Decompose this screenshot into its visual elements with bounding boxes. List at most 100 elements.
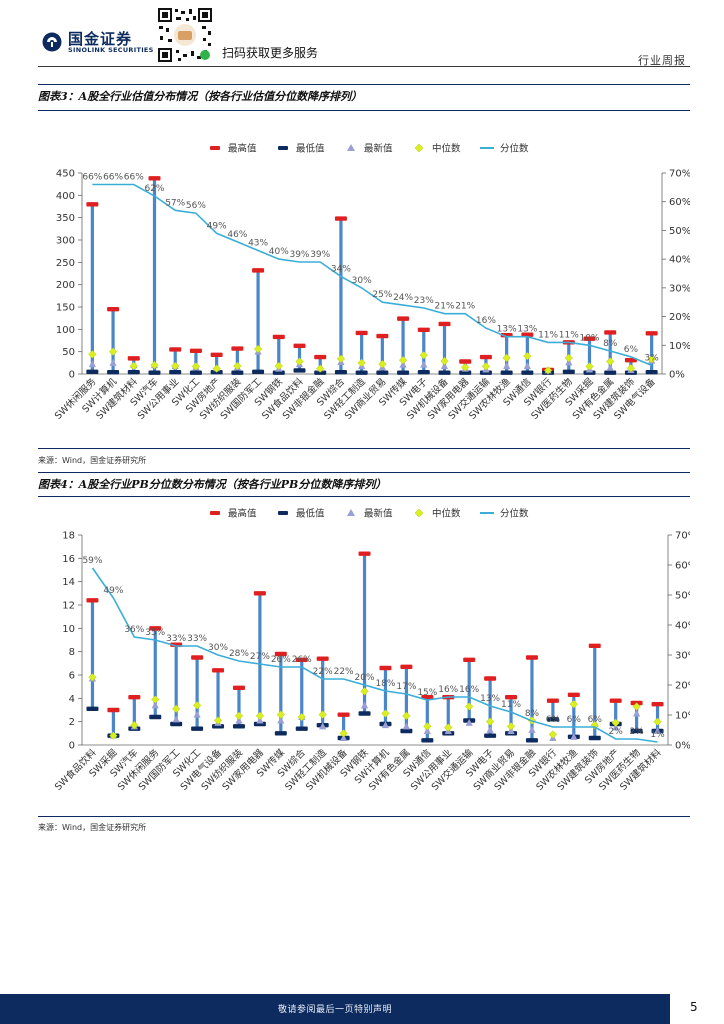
min-marker: [438, 370, 451, 375]
latest-marker: [420, 360, 428, 368]
max-marker: [438, 321, 451, 327]
min-marker: [400, 728, 413, 734]
median-marker: [378, 360, 387, 369]
median-marker: [360, 687, 369, 696]
median-marker: [506, 722, 516, 731]
median-marker: [485, 717, 495, 726]
median-marker: [151, 695, 160, 704]
legend-label: 中位数: [432, 508, 461, 520]
min-marker: [417, 370, 430, 375]
max-marker: [334, 216, 347, 221]
median-marker: [233, 361, 242, 371]
left-axis-tick-label: 6: [69, 671, 75, 682]
percentile-data-label: 13%: [480, 694, 500, 704]
latest-marker: [235, 716, 243, 724]
percentile-data-label: 59%: [82, 556, 102, 566]
median-marker: [88, 350, 97, 359]
max-marker: [379, 665, 392, 671]
max-marker: [358, 551, 371, 556]
latest-marker: [486, 725, 494, 733]
legend-label: 中位数: [432, 143, 461, 155]
median-marker: [274, 361, 283, 371]
min-marker: [358, 711, 371, 716]
right-axis-tick-label: 50%: [669, 226, 690, 237]
median-marker: [339, 729, 348, 738]
min-marker: [521, 370, 534, 375]
max-marker: [295, 657, 308, 663]
min-marker: [293, 368, 306, 373]
min-marker: [189, 370, 202, 375]
latest-marker: [319, 722, 327, 730]
median-marker: [461, 363, 470, 372]
latest-marker: [423, 727, 431, 734]
range-bar: [237, 687, 241, 727]
right-axis-tick-label: 0%: [669, 370, 685, 381]
max-marker: [252, 268, 265, 273]
median-marker: [191, 362, 201, 371]
max-marker: [397, 316, 410, 321]
percentile-data-label: 2%: [609, 727, 624, 737]
median-marker: [336, 354, 346, 363]
min-marker: [546, 717, 559, 722]
median-marker: [632, 702, 641, 711]
max-marker: [417, 327, 430, 332]
min-marker: [604, 370, 617, 375]
median-marker: [255, 711, 265, 720]
figure3-source: 来源：Wind，国金证券研究所: [38, 456, 147, 465]
range-bar: [422, 329, 426, 373]
latest-marker: [465, 718, 473, 726]
percentile-data-label: 6%: [567, 715, 582, 725]
left-axis-tick-label: 14: [62, 577, 75, 588]
left-axis-tick-label: 450: [56, 169, 75, 180]
range-bar: [111, 309, 115, 373]
median-marker: [585, 362, 594, 371]
legend-swatch-latest: [347, 509, 355, 516]
legend-swatch-min: [278, 146, 288, 150]
max-marker: [189, 348, 202, 353]
max-marker: [148, 176, 161, 181]
page-number: 5: [690, 1000, 698, 1014]
max-marker: [107, 707, 120, 713]
min-marker: [355, 370, 368, 375]
max-marker: [232, 685, 245, 691]
left-axis-tick-label: 2: [69, 717, 75, 728]
max-marker: [86, 598, 99, 603]
percentile-data-label: 26%: [292, 655, 312, 665]
left-axis-tick-label: 12: [62, 601, 75, 612]
min-marker: [588, 735, 601, 741]
latest-marker: [402, 722, 410, 730]
percentile-data-label: 26%: [271, 655, 291, 665]
figure3-chart: 最高值 最低值 最新值 中位数 分位数 0 50 100 150 200 250 300 350 400 4…: [52, 143, 690, 422]
percentile-data-label: 66%: [82, 172, 102, 182]
report-type-label: 行业周报: [638, 54, 686, 67]
percentile-data-label: 46%: [227, 230, 247, 240]
min-marker: [191, 726, 204, 731]
percentile-data-label: 25%: [372, 290, 392, 300]
latest-marker: [340, 734, 348, 741]
range-bar: [235, 348, 239, 373]
max-marker: [128, 694, 141, 700]
figure3-title-rule: [38, 110, 690, 111]
right-axis-tick-label: 70%: [669, 169, 690, 180]
range-bar: [530, 657, 534, 741]
figure3-top-rule: [38, 84, 690, 85]
figure4-source: 来源：Wind，国金证券研究所: [38, 823, 147, 832]
range-bar: [614, 700, 618, 724]
percentile-data-label: 34%: [331, 264, 351, 274]
percentile-data-label: 8%: [525, 709, 540, 719]
max-marker: [521, 332, 534, 337]
max-marker: [400, 664, 413, 670]
latest-marker: [381, 721, 390, 729]
min-marker: [148, 370, 161, 375]
range-bar: [339, 218, 343, 373]
company-logo-icon: [42, 32, 62, 52]
right-axis-tick-label: 40%: [669, 255, 690, 266]
range-bar: [551, 700, 555, 720]
range-bar: [587, 338, 592, 373]
latest-marker: [523, 361, 531, 369]
qr-code-icon[interactable]: [156, 6, 214, 64]
range-bar: [488, 678, 492, 736]
latest-marker: [606, 363, 614, 371]
percentile-data-label: 18%: [375, 679, 395, 689]
percentile-data-label: 11%: [559, 330, 579, 340]
